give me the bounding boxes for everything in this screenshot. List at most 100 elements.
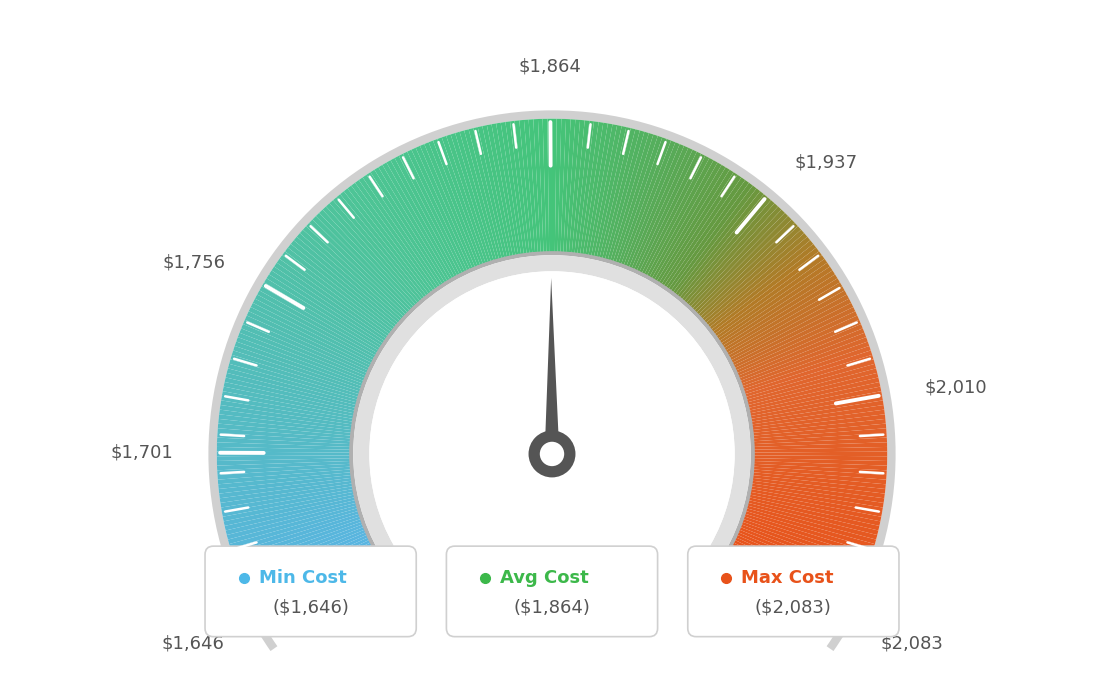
Wedge shape: [227, 505, 359, 544]
Wedge shape: [219, 472, 352, 489]
Wedge shape: [753, 447, 888, 453]
Wedge shape: [751, 400, 883, 424]
Wedge shape: [690, 210, 785, 309]
Wedge shape: [681, 197, 771, 302]
Wedge shape: [510, 121, 530, 255]
Wedge shape: [257, 290, 376, 358]
Wedge shape: [294, 237, 399, 326]
Wedge shape: [714, 255, 825, 337]
Wedge shape: [742, 519, 869, 566]
Wedge shape: [216, 458, 351, 466]
Text: Max Cost: Max Cost: [742, 569, 834, 587]
Wedge shape: [734, 311, 858, 371]
Wedge shape: [478, 126, 510, 258]
Wedge shape: [670, 183, 753, 293]
Wedge shape: [285, 248, 393, 333]
Wedge shape: [259, 552, 378, 622]
Wedge shape: [726, 552, 845, 622]
FancyBboxPatch shape: [688, 546, 899, 637]
Wedge shape: [693, 216, 792, 313]
Wedge shape: [446, 135, 491, 263]
Wedge shape: [355, 180, 436, 291]
Wedge shape: [253, 544, 374, 609]
Wedge shape: [735, 315, 859, 373]
Wedge shape: [707, 240, 814, 328]
Wedge shape: [269, 270, 384, 346]
Wedge shape: [746, 368, 878, 405]
Wedge shape: [309, 219, 408, 315]
Wedge shape: [246, 537, 370, 597]
Wedge shape: [723, 278, 840, 351]
Wedge shape: [219, 419, 352, 435]
Wedge shape: [661, 172, 737, 286]
Wedge shape: [737, 529, 863, 584]
Wedge shape: [613, 135, 658, 263]
Wedge shape: [433, 139, 484, 266]
Wedge shape: [230, 508, 359, 549]
Wedge shape: [386, 160, 455, 279]
Wedge shape: [224, 382, 355, 413]
Wedge shape: [322, 206, 416, 307]
Text: $2,083: $2,083: [880, 634, 943, 652]
Wedge shape: [752, 424, 887, 439]
Wedge shape: [750, 396, 883, 422]
Wedge shape: [259, 286, 378, 356]
Wedge shape: [283, 251, 392, 335]
Wedge shape: [245, 535, 369, 593]
Wedge shape: [312, 216, 411, 313]
Wedge shape: [450, 133, 493, 262]
Wedge shape: [274, 263, 386, 342]
Wedge shape: [219, 414, 352, 433]
Wedge shape: [745, 359, 874, 400]
Wedge shape: [649, 160, 718, 279]
Text: Min Cost: Min Cost: [258, 569, 347, 587]
Wedge shape: [574, 121, 594, 255]
Wedge shape: [555, 119, 561, 253]
Wedge shape: [351, 183, 434, 293]
Wedge shape: [585, 124, 613, 256]
Wedge shape: [255, 295, 375, 361]
Wedge shape: [696, 219, 795, 315]
Wedge shape: [237, 333, 364, 384]
Wedge shape: [382, 162, 453, 280]
Wedge shape: [753, 466, 887, 480]
Wedge shape: [442, 136, 488, 264]
Wedge shape: [740, 333, 867, 384]
Wedge shape: [224, 497, 357, 531]
Wedge shape: [631, 146, 689, 270]
Wedge shape: [226, 368, 358, 405]
Wedge shape: [591, 125, 622, 257]
Wedge shape: [221, 400, 353, 424]
Wedge shape: [359, 177, 438, 290]
Wedge shape: [616, 136, 662, 264]
Wedge shape: [741, 522, 868, 571]
Wedge shape: [529, 119, 541, 253]
Wedge shape: [712, 251, 821, 335]
Wedge shape: [403, 152, 465, 274]
Wedge shape: [223, 386, 355, 416]
Wedge shape: [248, 540, 371, 601]
Wedge shape: [683, 200, 775, 304]
Wedge shape: [677, 191, 764, 298]
Wedge shape: [233, 346, 362, 392]
Wedge shape: [607, 132, 649, 262]
Wedge shape: [217, 469, 352, 484]
Wedge shape: [221, 483, 353, 508]
Wedge shape: [739, 328, 864, 381]
Wedge shape: [654, 165, 725, 282]
Wedge shape: [747, 373, 879, 408]
Wedge shape: [602, 129, 640, 260]
Wedge shape: [468, 128, 505, 259]
Wedge shape: [747, 500, 879, 535]
Wedge shape: [626, 142, 680, 268]
Wedge shape: [245, 315, 369, 373]
Wedge shape: [235, 342, 362, 389]
Text: ($2,083): ($2,083): [755, 599, 831, 617]
Wedge shape: [459, 130, 499, 261]
Wedge shape: [241, 324, 367, 379]
Wedge shape: [362, 175, 440, 288]
Wedge shape: [326, 204, 418, 306]
Wedge shape: [353, 255, 751, 553]
Wedge shape: [374, 167, 448, 284]
Wedge shape: [647, 158, 713, 277]
